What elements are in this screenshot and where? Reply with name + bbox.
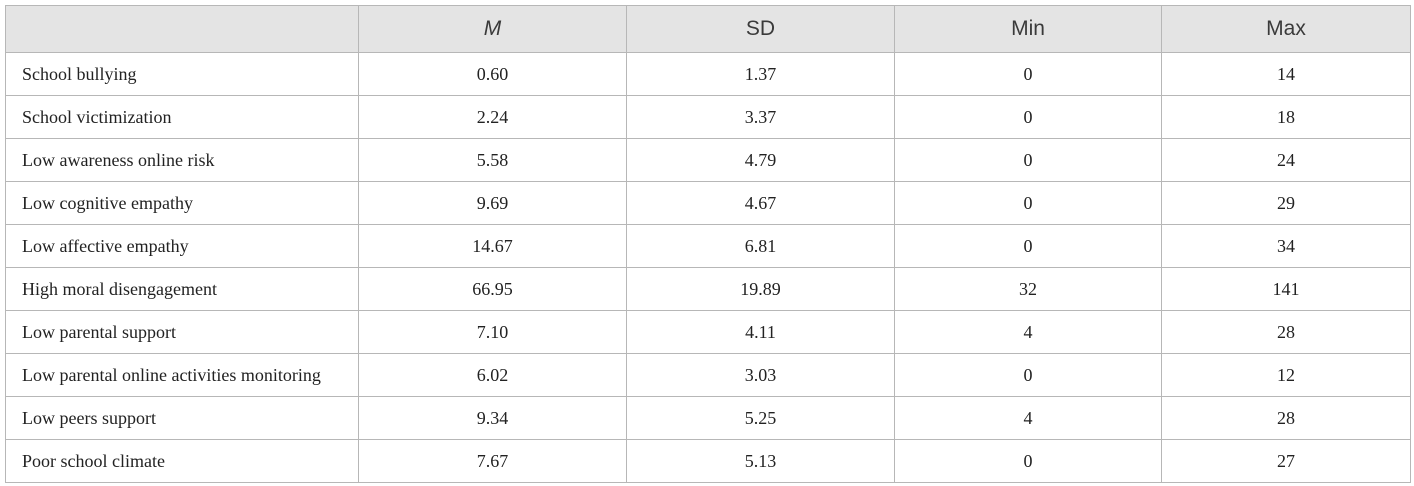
table-cell: 0 (894, 224, 1162, 268)
row-label: Poor school climate (5, 439, 359, 483)
table-row: Low affective empathy 14.67 6.81 0 34 (5, 224, 1411, 268)
column-header: SD (626, 5, 895, 53)
data-table: M SD Min Max School bullying 0.60 1.37 0 14 Scho… (5, 5, 1411, 483)
table-cell: 0.60 (358, 52, 627, 96)
table-cell: 18 (1161, 95, 1411, 139)
table-cell: 12 (1161, 353, 1411, 397)
table-cell: 1.37 (626, 52, 895, 96)
table-cell: 29 (1161, 181, 1411, 225)
table-cell: 27 (1161, 439, 1411, 483)
table-cell: 9.69 (358, 181, 627, 225)
table-cell: 7.10 (358, 310, 627, 354)
row-label: School bullying (5, 52, 359, 96)
row-label: Low cognitive empathy (5, 181, 359, 225)
row-label: Low peers support (5, 396, 359, 440)
table-body: School bullying 0.60 1.37 0 14 School victimi… (5, 52, 1411, 483)
table-cell: 4 (894, 310, 1162, 354)
table-cell: 66.95 (358, 267, 627, 311)
table-cell: 3.03 (626, 353, 895, 397)
table-cell: 6.02 (358, 353, 627, 397)
table-cell: 32 (894, 267, 1162, 311)
header-row: M SD Min Max (5, 5, 1411, 53)
row-label: School victimization (5, 95, 359, 139)
row-label: High moral disengagement (5, 267, 359, 311)
table-cell: 14.67 (358, 224, 627, 268)
table-cell: 28 (1161, 310, 1411, 354)
table-row: Low cognitive empathy 9.69 4.67 0 29 (5, 181, 1411, 225)
table-row: High moral disengagement 66.95 19.89 32 141 (5, 267, 1411, 311)
table-cell: 4.11 (626, 310, 895, 354)
row-label: Low affective empathy (5, 224, 359, 268)
table-cell: 5.58 (358, 138, 627, 182)
column-header: M (358, 5, 627, 53)
table-row: Poor school climate 7.67 5.13 0 27 (5, 439, 1411, 483)
row-label: Low parental support (5, 310, 359, 354)
row-label: Low parental online activities monitorin… (5, 353, 359, 397)
column-header: Max (1161, 5, 1411, 53)
table-cell: 2.24 (358, 95, 627, 139)
header-cell (5, 5, 359, 53)
table-cell: 141 (1161, 267, 1411, 311)
table-row: Low parental online activities monitorin… (5, 353, 1411, 397)
table-cell: 0 (894, 95, 1162, 139)
table-cell: 5.25 (626, 396, 895, 440)
table-cell: 3.37 (626, 95, 895, 139)
table-cell: 7.67 (358, 439, 627, 483)
table-cell: 28 (1161, 396, 1411, 440)
table-row: Low awareness online risk 5.58 4.79 0 24 (5, 138, 1411, 182)
table-row: Low peers support 9.34 5.25 4 28 (5, 396, 1411, 440)
table-row: Low parental support 7.10 4.11 4 28 (5, 310, 1411, 354)
table-row: School bullying 0.60 1.37 0 14 (5, 52, 1411, 96)
table-cell: 0 (894, 181, 1162, 225)
table-cell: 0 (894, 138, 1162, 182)
table-cell: 0 (894, 439, 1162, 483)
column-header: Min (894, 5, 1162, 53)
table-cell: 0 (894, 52, 1162, 96)
table-cell: 4.79 (626, 138, 895, 182)
table-cell: 19.89 (626, 267, 895, 311)
table-cell: 0 (894, 353, 1162, 397)
table-cell: 4.67 (626, 181, 895, 225)
table-cell: 14 (1161, 52, 1411, 96)
table-cell: 34 (1161, 224, 1411, 268)
table-cell: 5.13 (626, 439, 895, 483)
table-cell: 24 (1161, 138, 1411, 182)
table-row: School victimization 2.24 3.37 0 18 (5, 95, 1411, 139)
table-cell: 6.81 (626, 224, 895, 268)
table-cell: 9.34 (358, 396, 627, 440)
table-cell: 4 (894, 396, 1162, 440)
row-label: Low awareness online risk (5, 138, 359, 182)
